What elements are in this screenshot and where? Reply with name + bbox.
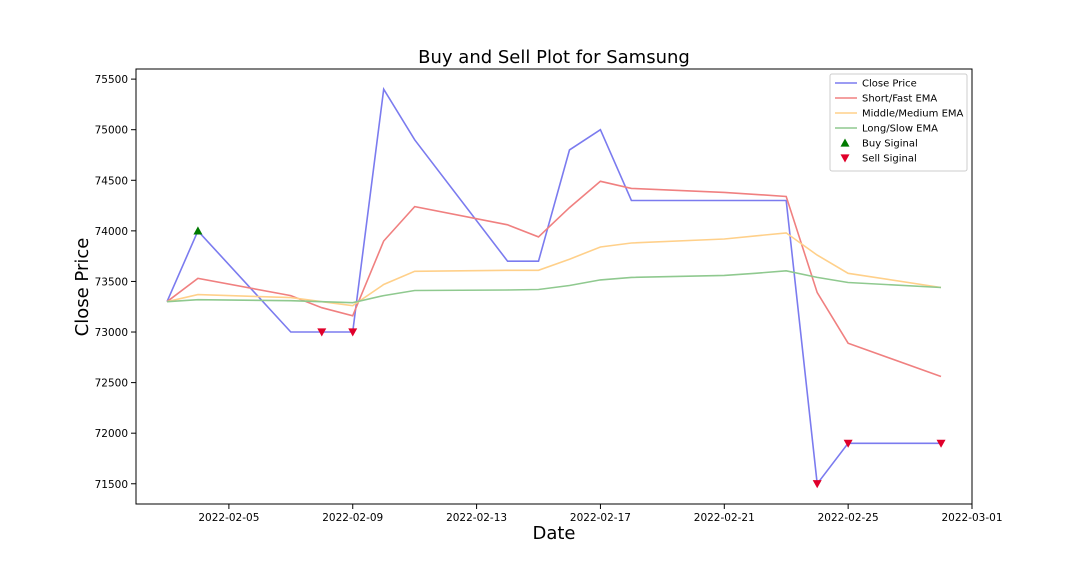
y-axis-label: Close Price bbox=[72, 238, 93, 337]
legend-label-2: Short/Fast EMA bbox=[862, 94, 937, 105]
x-tick-label-7: 2022-03-01 bbox=[941, 512, 1002, 524]
axes: 2022-02-05 2022-02-09 2022-02-13 2022-02-17… bbox=[95, 68, 1003, 524]
x-tick-label-3: 2022-02-13 bbox=[446, 512, 507, 524]
x-tick-label-1: 2022-02-05 bbox=[198, 512, 259, 524]
x-tick-label-4: 2022-02-17 bbox=[570, 512, 631, 524]
sell-signal-marker-1 bbox=[317, 328, 327, 337]
sell-signal-marker-2 bbox=[348, 328, 358, 337]
sell-signal-marker-3 bbox=[812, 480, 822, 489]
legend-label-buy: Buy Siginal bbox=[862, 139, 918, 150]
legend-marker-sell bbox=[840, 154, 850, 163]
y-tick-label-5: 73500 bbox=[95, 276, 128, 288]
buy-signal-marker-1 bbox=[193, 226, 203, 235]
y-tick-label-2: 72000 bbox=[95, 428, 128, 440]
legend-label-sell: Sell Siginal bbox=[862, 154, 917, 165]
plot-frame bbox=[135, 68, 973, 505]
x-tick-label-6: 2022-02-25 bbox=[818, 512, 879, 524]
y-tick-label-6: 74000 bbox=[95, 226, 128, 238]
sell-signal-marker-5 bbox=[936, 439, 946, 448]
series-line-2 bbox=[166, 180, 942, 378]
legend-marker-buy bbox=[840, 138, 850, 147]
y-tick-label-3: 72500 bbox=[95, 378, 128, 390]
legend-label-1: Close Price bbox=[862, 79, 917, 90]
y-tick-label-1: 71500 bbox=[95, 479, 128, 491]
y-tick-label-7: 74500 bbox=[95, 175, 128, 187]
series-line-1 bbox=[166, 86, 941, 486]
legend-box bbox=[829, 73, 968, 172]
legend: Close Price Short/Fast EMA Middle/Medium E… bbox=[829, 73, 968, 172]
chart-title: Buy and Sell Plot for Samsung bbox=[418, 47, 690, 68]
y-tick-label-8: 75000 bbox=[95, 125, 128, 137]
series-line-4 bbox=[166, 269, 942, 304]
y-tick-label-9: 75500 bbox=[95, 74, 128, 86]
y-tick-label-4: 73000 bbox=[95, 327, 128, 339]
x-tick-label-5: 2022-02-21 bbox=[694, 512, 755, 524]
legend-label-3: Middle/Medium EMA bbox=[862, 109, 964, 120]
x-tick-label-2: 2022-02-09 bbox=[322, 512, 383, 524]
x-axis-label: Date bbox=[532, 523, 575, 544]
plot-area bbox=[166, 86, 946, 489]
sell-signal-marker-4 bbox=[843, 439, 853, 448]
legend-label-4: Long/Slow EMA bbox=[862, 124, 938, 135]
